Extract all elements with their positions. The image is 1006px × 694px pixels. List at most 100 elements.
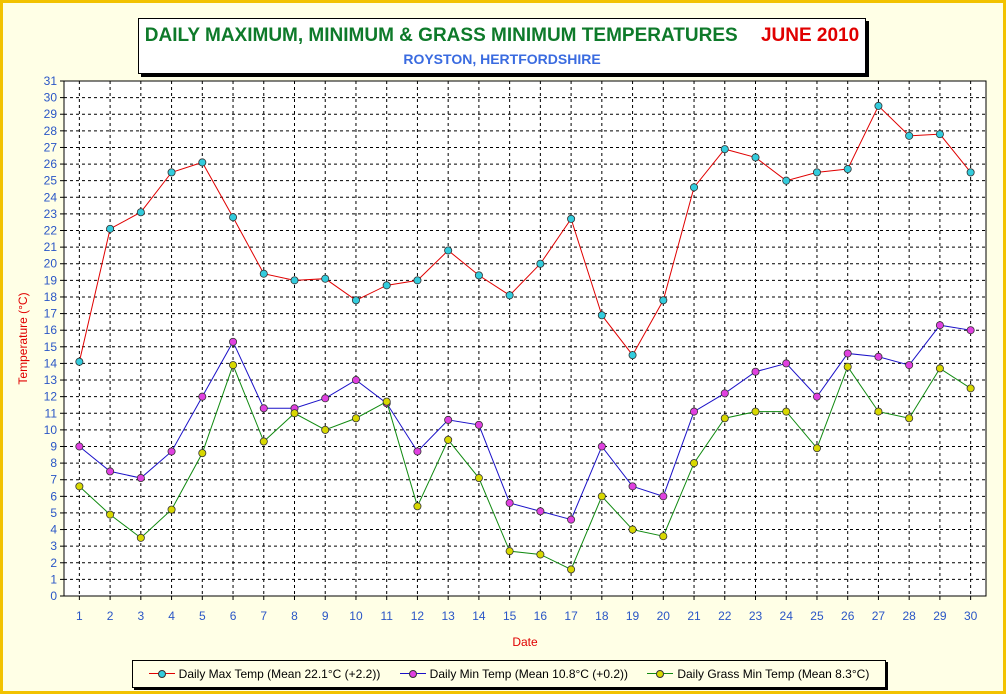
data-point [198,449,207,458]
data-point [905,414,914,423]
data-point [843,165,852,174]
y-tick-label: 0 [50,589,57,603]
data-point [198,392,207,401]
y-tick-label: 9 [50,439,57,453]
title-box: DAILY MAXIMUM, MINIMUM & GRASS MINIMUM T… [138,18,866,74]
data-point [167,447,176,456]
data-point [567,565,576,574]
data-point [659,492,668,501]
series-line-2 [79,324,971,521]
data-point [597,492,606,501]
data-point [812,444,821,453]
x-tick-label: 15 [503,609,517,623]
x-tick-label: 4 [168,609,175,623]
y-tick-label: 15 [44,340,58,354]
legend-swatch [647,669,674,679]
legend-swatch-marker [157,670,166,678]
data-point [259,437,268,446]
data-point [382,281,391,290]
data-point [106,467,115,476]
legend-label: Daily Min Temp (Mean 10.8°C (+0.2)) [429,667,628,681]
data-point [628,351,637,360]
y-tick-label: 2 [50,556,57,570]
y-tick-label: 17 [44,307,58,321]
data-point [351,376,360,385]
y-tick-label: 16 [44,323,58,337]
legend-item: Daily Min Temp (Mean 10.8°C (+0.2)) [399,667,628,681]
data-point [843,362,852,371]
data-point [966,384,975,393]
legend-swatch [148,669,175,679]
data-point [413,276,422,285]
x-tick-label: 14 [472,609,486,623]
legend-label: Daily Max Temp (Mean 22.1°C (+2.2)) [178,667,381,681]
data-point [259,269,268,278]
data-point [106,510,115,519]
legend-item: Daily Max Temp (Mean 22.1°C (+2.2)) [148,667,381,681]
chart-subtitle: ROYSTON, HERTFORDSHIRE [403,51,601,67]
data-point [567,515,576,524]
data-point [874,407,883,416]
data-point [690,183,699,192]
data-point [874,352,883,361]
data-point [720,414,729,423]
data-point [659,296,668,305]
legend: Daily Max Temp (Mean 22.1°C (+2.2)) Daily… [132,660,886,688]
x-tick-label: 19 [626,609,640,623]
data-point [536,259,545,268]
data-point [874,101,883,110]
x-tick-label: 21 [687,609,701,623]
y-tick-label: 23 [44,207,58,221]
data-point [812,392,821,401]
data-point [382,397,391,406]
data-point [259,404,268,413]
y-tick-label: 6 [50,489,57,503]
y-tick-label: 5 [50,506,57,520]
x-tick-label: 30 [964,609,978,623]
data-point [782,359,791,368]
data-point [106,224,115,233]
data-point [720,389,729,398]
data-point [75,482,84,491]
data-point [444,415,453,424]
data-point [321,425,330,434]
data-point [474,474,483,483]
data-point [935,130,944,139]
y-tick-label: 8 [50,456,57,470]
chart-period: JUNE 2010 [760,25,860,46]
x-tick-label: 17 [564,609,578,623]
y-tick-label: 3 [50,539,57,553]
data-point [720,145,729,154]
data-point [966,168,975,177]
y-tick-label: 10 [44,423,58,437]
data-point [136,533,145,542]
plot-border [63,80,987,597]
y-tick-label: 20 [44,257,58,271]
data-point [75,357,84,366]
data-point [567,214,576,223]
x-axis-label: Date [512,635,538,649]
data-point [136,208,145,217]
y-tick-label: 14 [44,356,58,370]
y-tick-label: 19 [44,273,58,287]
legend-swatch [399,669,426,679]
x-tick-label: 2 [107,609,114,623]
data-point [905,361,914,370]
data-point [935,364,944,373]
data-point [690,459,699,468]
x-tick-label: 26 [841,609,855,623]
x-tick-label: 29 [933,609,947,623]
data-point [628,482,637,491]
data-point [474,271,483,280]
data-point [659,532,668,541]
data-point [229,337,238,346]
y-tick-label: 11 [45,406,58,420]
data-point [229,361,238,370]
y-tick-label: 31 [44,74,58,88]
data-point [444,435,453,444]
legend-swatch-marker [656,670,665,678]
x-tick-label: 13 [441,609,455,623]
data-point [351,296,360,305]
data-point [966,326,975,335]
